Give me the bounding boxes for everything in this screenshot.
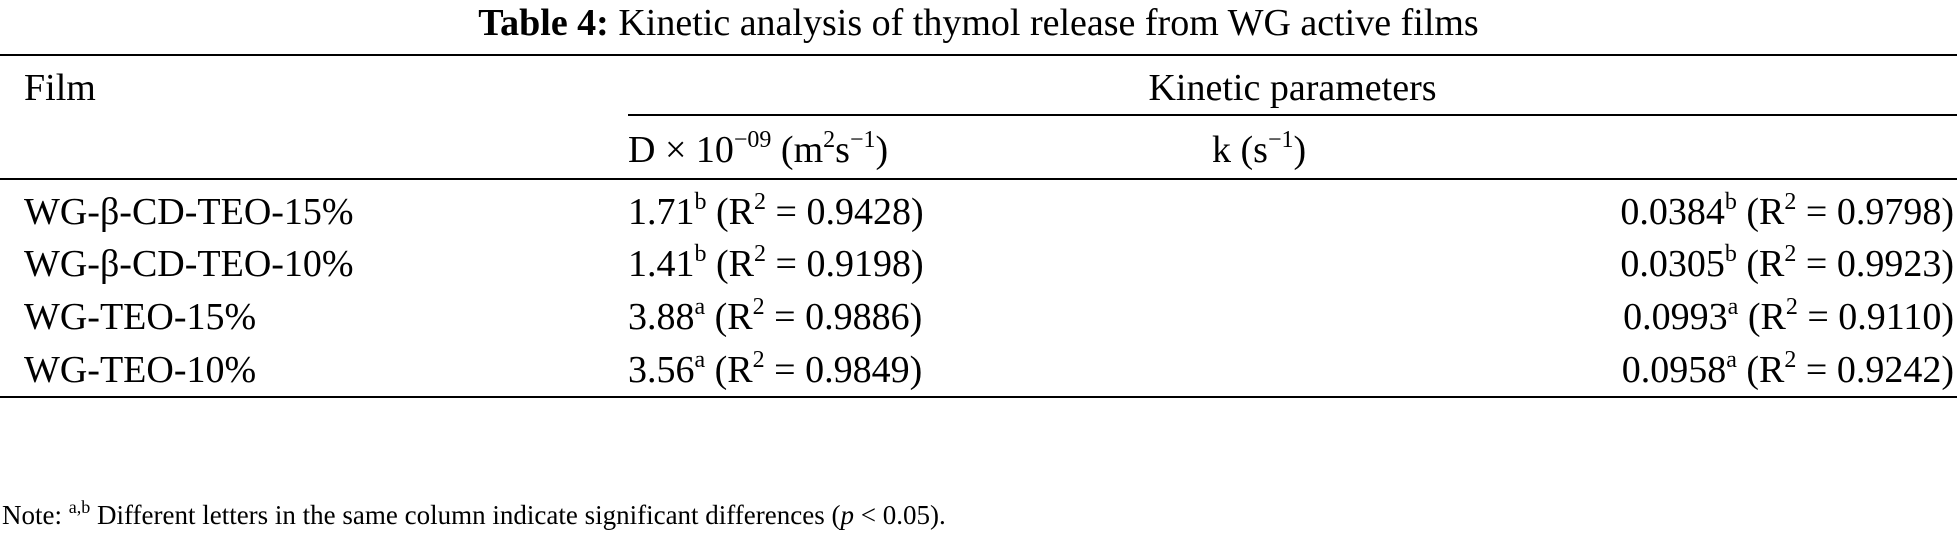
row-film: WG-β-CD-TEO-15% (24, 191, 354, 233)
header-diffusion-coefficient: D × 10−09 (m2s−1) (628, 127, 889, 171)
row-d-value: 3.56a (R2 = 0.9849) (628, 347, 923, 391)
row-film: WG-TEO-15% (24, 296, 257, 338)
row-k-value: 0.0958a (R2 = 0.9242) (1621, 347, 1954, 391)
header-rate-constant: k (s−1) (1212, 127, 1307, 171)
bottom-rule (0, 396, 1957, 398)
group-rule (628, 114, 1957, 116)
row-k-value: 0.0305b (R2 = 0.9923) (1620, 241, 1954, 285)
header-kinetic-parameters: Kinetic parameters (1148, 67, 1437, 109)
row-d-value: 1.71b (R2 = 0.9428) (628, 189, 924, 233)
row-d-value: 3.88a (R2 = 0.9886) (628, 294, 923, 338)
top-rule (0, 54, 1957, 56)
row-k-value: 0.0384b (R2 = 0.9798) (1620, 189, 1954, 233)
table-title: Kinetic analysis of thymol release from … (618, 2, 1479, 44)
table-label: Table 4: (478, 2, 609, 44)
row-d-value: 1.41b (R2 = 0.9198) (628, 241, 924, 285)
row-film: WG-β-CD-TEO-10% (24, 243, 354, 285)
header-rule (0, 178, 1957, 180)
row-film: WG-TEO-10% (24, 349, 257, 391)
header-film: Film (24, 67, 96, 109)
row-k-value: 0.0993a (R2 = 0.9110) (1623, 294, 1954, 338)
table-caption: Table 4: Kinetic analysis of thymol rele… (0, 0, 1957, 56)
table-note: Note: a,b Different letters in the same … (2, 497, 946, 530)
